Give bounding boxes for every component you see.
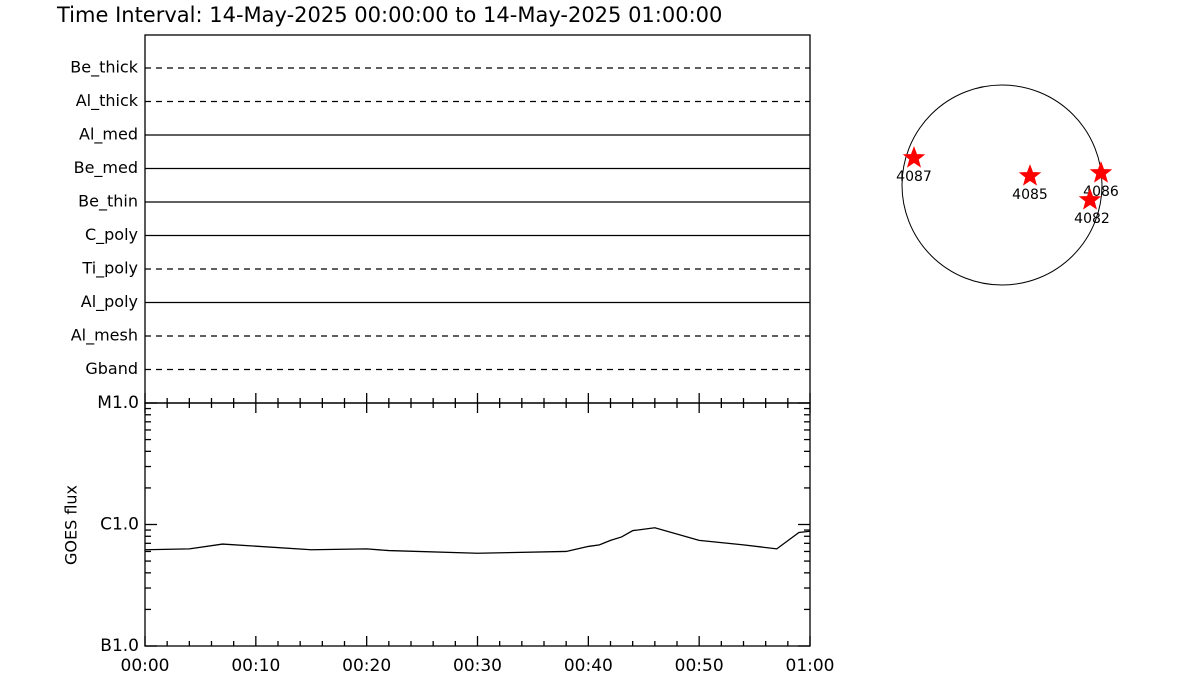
x-tick-label: 00:10 (231, 656, 280, 676)
y-tick-label: C1.0 (100, 515, 139, 535)
goes-panel (144, 402, 811, 647)
filter-label: Be_med (74, 158, 138, 178)
x-tick-label: 01:00 (786, 656, 835, 676)
goes-curve (144, 527, 811, 554)
x-tick-label: 00:30 (453, 656, 502, 676)
y-axis-label: GOES flux (62, 485, 81, 565)
y-tick-label: B1.0 (100, 636, 139, 656)
filter-label: Be_thin (78, 192, 138, 212)
filter-label: Gband (85, 359, 138, 378)
filter-label: Al_med (79, 125, 138, 145)
x-tick-label: 00:40 (564, 656, 613, 676)
chart-title: Time Interval: 14-May-2025 00:00:00 to 1… (56, 3, 722, 27)
filter-panel (144, 34, 811, 404)
filter-label: Ti_poly (81, 259, 138, 279)
filter-label: C_poly (85, 225, 138, 245)
region-star (1018, 164, 1042, 186)
x-tick-label: 00:50 (675, 656, 724, 676)
sun-disk (901, 84, 1103, 286)
x-tick-label: 00:20 (342, 656, 391, 676)
filter-label: Be_thick (70, 58, 138, 78)
region-star (902, 146, 926, 168)
filter-label: Al_poly (81, 292, 138, 312)
region-label: 4082 (1074, 211, 1110, 227)
region-star (1089, 161, 1113, 183)
filter-label: Al_thick (76, 91, 139, 111)
y-tick-label: M1.0 (97, 393, 139, 413)
x-tick-label: 00:00 (121, 656, 170, 676)
filter-label: Al_mesh (71, 326, 138, 346)
region-label: 4085 (1012, 187, 1048, 203)
region-star (1078, 188, 1102, 210)
region-label: 4087 (896, 169, 932, 185)
